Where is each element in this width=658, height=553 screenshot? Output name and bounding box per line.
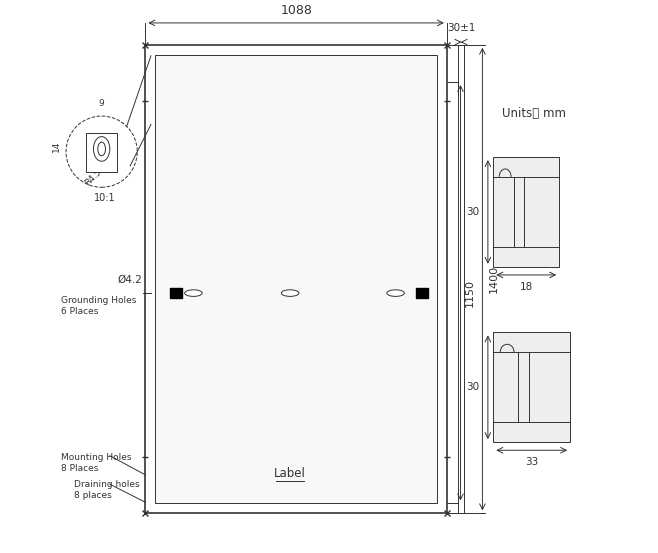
Text: Units： mm: Units： mm	[503, 107, 567, 120]
Ellipse shape	[98, 142, 105, 156]
Bar	[494, 157, 559, 267]
Bar	[170, 288, 182, 298]
Text: 10:1: 10:1	[93, 193, 115, 203]
Ellipse shape	[282, 290, 299, 296]
Text: 30: 30	[467, 382, 480, 392]
Text: 9: 9	[99, 99, 105, 108]
Text: Ø4.2: Ø4.2	[118, 274, 143, 284]
Text: 30: 30	[467, 207, 480, 217]
Bar	[494, 332, 570, 442]
Text: 18: 18	[520, 282, 533, 292]
Text: 1400: 1400	[489, 265, 499, 293]
Text: Mounting Holes: Mounting Holes	[61, 453, 131, 462]
Bar	[416, 288, 428, 298]
Text: 6 Places: 6 Places	[61, 307, 98, 316]
Text: 33: 33	[525, 457, 538, 467]
Text: R4.5: R4.5	[84, 168, 103, 188]
Text: 1150: 1150	[465, 279, 475, 307]
Bar	[155, 55, 437, 503]
Text: 8 Places: 8 Places	[61, 464, 98, 473]
Bar	[145, 45, 447, 513]
Ellipse shape	[387, 290, 404, 296]
Text: 14: 14	[51, 140, 61, 152]
Bar	[86, 133, 117, 173]
Text: Grounding Holes: Grounding Holes	[61, 296, 136, 305]
Text: 30±1: 30±1	[447, 23, 475, 33]
Text: 8 places: 8 places	[74, 492, 112, 500]
Bar	[458, 45, 465, 513]
Ellipse shape	[185, 290, 202, 296]
Text: Draining holes: Draining holes	[74, 481, 140, 489]
Text: 1088: 1088	[280, 4, 312, 18]
Ellipse shape	[93, 137, 110, 161]
Text: Label: Label	[274, 467, 306, 481]
